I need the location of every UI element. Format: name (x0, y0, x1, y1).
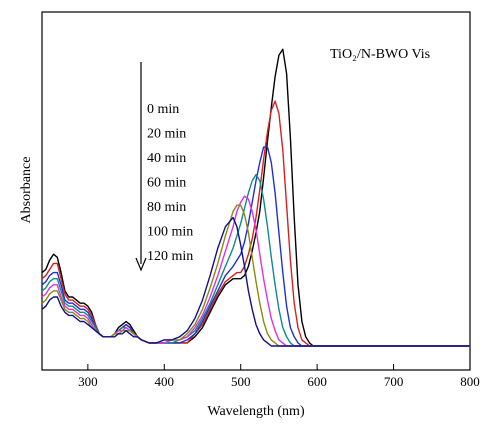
legend-entry: 100 min (147, 225, 193, 240)
legend-entry: 120 min (147, 249, 193, 264)
x-tick-label: 700 (384, 374, 404, 389)
time-arrow-head (135, 257, 147, 272)
x-tick-label: 400 (155, 374, 175, 389)
x-tick-label: 300 (78, 374, 98, 389)
legend-entry: 40 min (147, 151, 186, 166)
x-tick-label: 800 (460, 374, 480, 389)
sample-annotation: TiO₂/N-BWO Vis (330, 47, 430, 62)
series-group (41, 48, 470, 347)
series-line-0-min (41, 48, 470, 347)
series-line-60-min (41, 173, 470, 347)
series-line-40-min (41, 146, 470, 347)
x-tick-label: 500 (231, 374, 251, 389)
x-axis: 300 400 500 600 700 800 (78, 364, 480, 389)
legend-entry: 80 min (147, 200, 186, 215)
legend-entry: 20 min (147, 127, 186, 142)
legend-entry: 0 min (147, 102, 179, 117)
x-tick-label: 600 (307, 374, 327, 389)
legend-entry: 60 min (147, 176, 186, 191)
plot-frame (41, 11, 471, 371)
y-axis-title: Absorbance (19, 157, 34, 224)
legend: 0 min 20 min 40 min 60 min 80 min 100 min 120 … (147, 102, 193, 264)
x-axis-title: Wavelength (nm) (207, 404, 305, 419)
series-line-120-min (41, 216, 470, 347)
series-line-20-min (41, 100, 470, 347)
